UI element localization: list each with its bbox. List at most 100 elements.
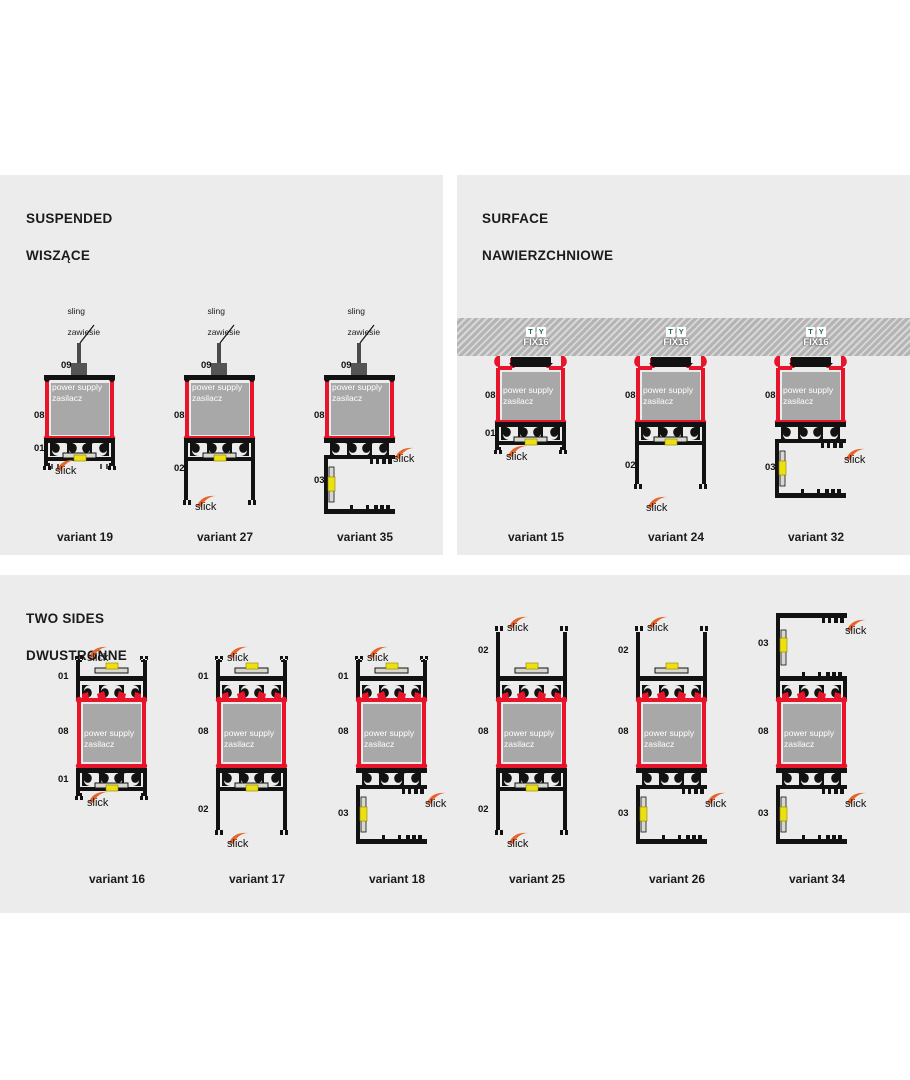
fix-mount-15: T Y FIX16 (500, 327, 572, 348)
section-title-two-sides-en: TWO SIDES (26, 610, 105, 626)
variant-25: 02 08 02 slick slick variant 25 (478, 616, 592, 890)
slick-logo-bot-v26: slick (705, 798, 727, 810)
variant-34: 03 08 03 slick slick variant 34 (758, 605, 872, 890)
slick-swoosh-icon-top-v25 (509, 616, 528, 628)
profile-drawing-34 (775, 613, 848, 844)
number-label-03-v18: 03 (338, 808, 349, 819)
fix-mount-24: T Y FIX16 (640, 327, 712, 348)
profile-drawing-15 (494, 356, 567, 454)
slick-swoosh-icon-bot-v25 (509, 832, 528, 844)
slick-swoosh-icon-top-v18 (369, 646, 388, 658)
profile-drawing-27 (183, 324, 256, 505)
slick-swoosh-icon-top-v17 (229, 646, 248, 658)
variant-27: sling zawiesie (170, 285, 280, 545)
slick-logo-bot-v16: slick (87, 797, 109, 809)
slick-logo-v19: slick (55, 465, 77, 477)
slick-swoosh-icon-v27 (197, 495, 216, 507)
number-label-08-v34: 08 (758, 726, 769, 737)
section-title-surface-en: SURFACE (482, 210, 549, 226)
number-label-03-bot-v34: 03 (758, 808, 769, 819)
number-label-09-v35: 09 (341, 360, 352, 371)
variant-label-35: variant 35 (336, 530, 394, 544)
slick-swoosh-icon-v19 (57, 459, 76, 471)
variant-24: 08 02 slick variant 24 (621, 350, 731, 550)
number-label-02-bot-v25: 02 (478, 804, 489, 815)
variant-label-15: variant 15 (507, 530, 565, 544)
slick-logo-bot-v18: slick (425, 798, 447, 810)
variant-19: sling zawiesie (30, 285, 140, 545)
fix-label-24: FIX16 (663, 337, 689, 348)
variant-26: 02 08 03 slick slick variant 26 (618, 616, 732, 890)
fix-badge-y-24: Y (676, 327, 686, 337)
number-label-01-v19: 01 (34, 443, 45, 454)
number-label-08-v19: 08 (34, 410, 45, 421)
slick-swoosh-icon-top-v34 (847, 619, 866, 631)
section-title-suspended-pl: WISZĄCE (26, 247, 91, 263)
profile-drawing-26 (635, 626, 708, 844)
slick-swoosh-icon-bot-v17 (229, 832, 248, 844)
variant-15: 08 01 slick variant 15 (481, 350, 591, 550)
section-title-two-sides: TWO SIDES DWUSTRONNE (18, 591, 127, 666)
slick-logo-top-v26: slick (647, 622, 669, 634)
slick-swoosh-icon-bot-v26 (707, 792, 726, 804)
slick-logo-top-v17: slick (227, 652, 249, 664)
number-label-08-v35: 08 (314, 410, 325, 421)
variant-32: 08 03 slick variant 32 (761, 350, 871, 550)
number-label-01-v18: 01 (338, 671, 349, 682)
variant-label-26: variant 26 (648, 872, 706, 886)
number-label-02-v24: 02 (625, 460, 636, 471)
number-label-02-top-v25: 02 (478, 645, 489, 656)
slick-swoosh-icon-bot-v34 (847, 792, 866, 804)
sling-label-27-en: sling (207, 305, 225, 316)
number-label-03-top-v34: 03 (758, 638, 769, 649)
number-label-08-v32: 08 (765, 390, 776, 401)
slick-logo-top-v18: slick (367, 652, 389, 664)
fix-badge-t-24: T (666, 327, 675, 337)
number-label-01-bot-v16: 01 (58, 774, 69, 785)
number-label-08-v18: 08 (338, 726, 349, 737)
ceiling-hatch-band (457, 318, 910, 356)
profile-drawing-19 (43, 324, 116, 470)
variant-label-16: variant 16 (88, 872, 146, 886)
variant-18: 01 08 03 slick slick variant 18 (338, 646, 452, 890)
variant-35: sling zawiesie (310, 285, 420, 545)
slick-swoosh-icon-v32 (846, 448, 865, 460)
sling-label-19-pl: zawiesie (67, 326, 101, 337)
number-label-03-v32: 03 (765, 462, 776, 473)
section-title-surface-pl: NAWIERZCHNIOWE (482, 247, 614, 263)
slick-logo-v32: slick (844, 454, 866, 466)
variant-label-18: variant 18 (368, 872, 426, 886)
number-label-08-v26: 08 (618, 726, 629, 737)
fix-badge-y-15: Y (536, 327, 546, 337)
sling-label-35-pl: zawiesie (347, 326, 381, 337)
number-label-01-top-v16: 01 (58, 671, 69, 682)
variant-17: 01 08 02 slick slick variant 17 (198, 646, 312, 890)
slick-swoosh-icon-top-v16 (89, 646, 108, 658)
fix-badge-t-32: T (806, 327, 815, 337)
number-label-09-v27: 09 (201, 360, 212, 371)
profile-drawing-16 (75, 656, 148, 800)
number-label-03-v26: 03 (618, 808, 629, 819)
variant-label-19: variant 19 (56, 530, 114, 544)
slick-logo-v24: slick (646, 502, 668, 514)
number-label-03-v35: 03 (314, 475, 325, 486)
fix-label-32: FIX16 (803, 337, 829, 348)
slick-logo-v15: slick (506, 451, 528, 463)
variant-label-34: variant 34 (788, 872, 846, 886)
number-label-01-v17: 01 (198, 671, 209, 682)
number-label-02-v27: 02 (174, 463, 185, 474)
number-label-08-v16: 08 (58, 726, 69, 737)
sling-label-19-en: sling (67, 305, 85, 316)
sling-label-27-pl: zawiesie (207, 326, 241, 337)
number-label-01-v15: 01 (485, 428, 496, 439)
profile-drawing-35 (323, 324, 396, 514)
number-label-08-v25: 08 (478, 726, 489, 737)
variant-16: 01 08 01 slick slick variant 16 (58, 646, 172, 890)
sling-label-35: sling zawiesie (338, 295, 380, 348)
number-label-08-v17: 08 (198, 726, 209, 737)
slick-logo-top-v34: slick (845, 625, 867, 637)
section-title-two-sides-pl: DWUSTRONNE (26, 647, 127, 663)
slick-swoosh-icon-v15 (508, 445, 527, 457)
variant-label-17: variant 17 (228, 872, 286, 886)
slick-logo-bot-v17: slick (227, 838, 249, 850)
